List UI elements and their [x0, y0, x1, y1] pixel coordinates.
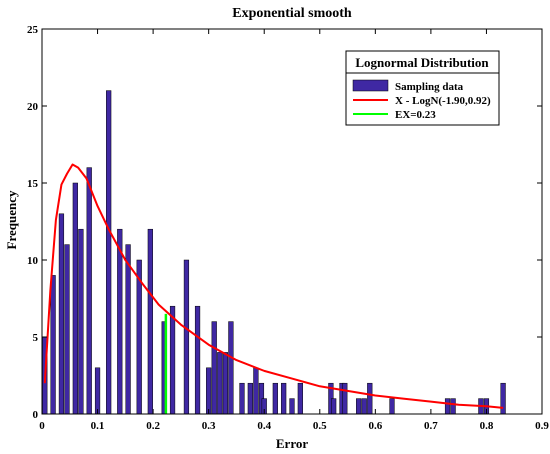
bar	[86, 167, 92, 415]
x-tick-label: 0.8	[480, 420, 494, 432]
bar	[64, 244, 70, 415]
bar	[228, 321, 234, 415]
legend: Lognormal Distribution Sampling data X -…	[345, 50, 500, 126]
bar	[367, 382, 373, 415]
bar	[222, 352, 228, 415]
bar	[450, 398, 456, 415]
tick-labels-layer: 0 0.1 0.2 0.3 0.4 0.5 0.6 0.7 0.8 0.9 0 5 10 15 20 25	[27, 24, 549, 432]
y-tick-label: 0	[33, 409, 39, 421]
legend-title: Lognormal Distribution	[355, 55, 489, 70]
x-tick-label: 0.4	[257, 420, 271, 432]
lines-layer	[43, 163, 504, 414]
bar	[239, 382, 245, 415]
y-tick-label: 5	[33, 332, 39, 344]
bar	[389, 398, 395, 415]
bar	[194, 305, 201, 415]
bar	[281, 382, 287, 415]
y-tick-label: 10	[27, 255, 39, 267]
bar	[50, 275, 56, 415]
lognormal-fit-line	[43, 163, 504, 409]
x-tick-label: 0.5	[313, 420, 327, 432]
y-tick-label: 15	[27, 178, 39, 190]
bar	[444, 398, 451, 415]
bar	[253, 367, 259, 415]
x-tick-label: 0.1	[91, 420, 105, 432]
legend-label-sampling: Sampling data	[395, 81, 464, 93]
bar	[356, 398, 362, 415]
ticks-layer	[41, 28, 543, 415]
legend-swatch-sampling	[352, 79, 389, 92]
x-tick-label: 0.3	[202, 420, 216, 432]
bar	[78, 228, 84, 415]
bar	[342, 382, 348, 415]
bar	[125, 244, 131, 415]
bar	[361, 398, 367, 415]
y-tick-label: 20	[27, 101, 39, 113]
bars-layer	[42, 90, 506, 415]
plot-frame	[41, 28, 543, 415]
bar	[58, 213, 65, 415]
x-tick-label: 0	[39, 420, 45, 432]
chart-title: Exponential smooth	[232, 6, 352, 21]
bar	[206, 367, 212, 415]
bar	[117, 228, 123, 415]
bar	[211, 321, 217, 415]
x-axis-label: Error	[276, 436, 308, 451]
bar	[183, 259, 190, 415]
legend-label-ex: EX=0.23	[395, 109, 436, 121]
bar	[331, 398, 337, 415]
legend-label-lognormal: X - LogN(-1.90,0.92)	[395, 95, 491, 107]
y-tick-label: 25	[27, 24, 39, 36]
bar	[247, 382, 253, 415]
x-tick-label: 0.7	[424, 420, 438, 432]
bar	[272, 382, 278, 415]
bar	[169, 305, 176, 415]
bar	[147, 228, 153, 415]
bar	[94, 367, 101, 415]
bar	[289, 398, 295, 415]
y-axis-label: Frequency	[4, 190, 19, 249]
bar	[106, 90, 112, 415]
bar	[500, 382, 506, 415]
x-tick-label: 0.9	[535, 420, 549, 432]
bar	[217, 352, 223, 415]
bar	[297, 382, 303, 415]
x-tick-label: 0.6	[368, 420, 382, 432]
x-tick-label: 0.2	[146, 420, 160, 432]
bar	[72, 182, 78, 415]
